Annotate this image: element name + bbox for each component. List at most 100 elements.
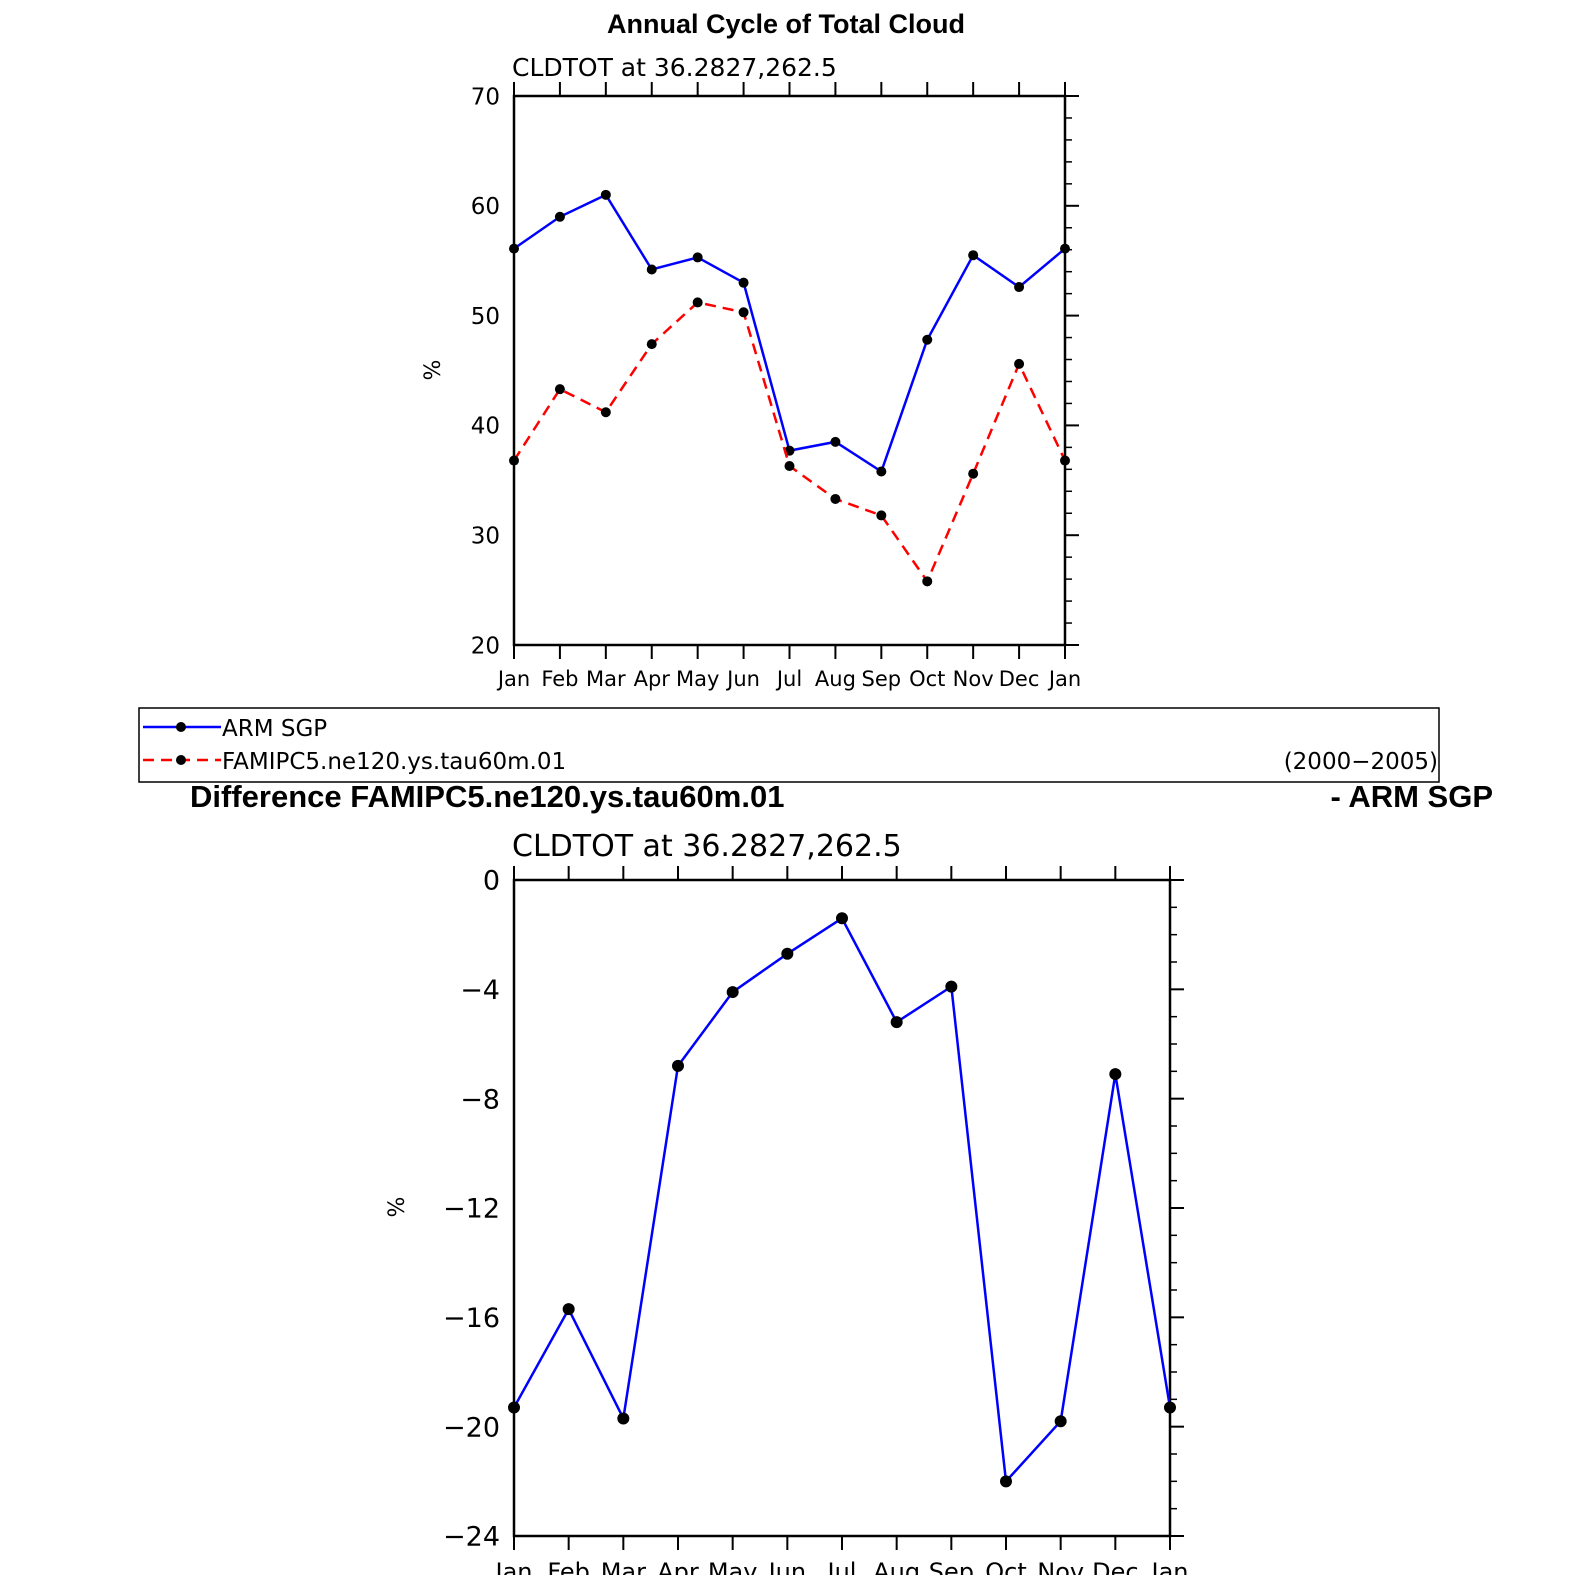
data-point-s0-9	[922, 334, 933, 345]
data-point-s0-10	[968, 250, 979, 261]
y-tick-label: −24	[443, 1522, 500, 1553]
data-point-s0-5	[781, 947, 794, 960]
data-point-s1-3	[646, 339, 657, 350]
x-tick-label: May	[676, 667, 719, 691]
data-point-s1-12	[1060, 455, 1070, 466]
x-tick-label: May	[708, 1558, 758, 1575]
x-tick-label: Sep	[929, 1558, 974, 1575]
x-tick-label: Aug	[815, 667, 856, 691]
x-tick-label: Jan	[1047, 667, 1081, 691]
data-point-s1-9	[922, 576, 933, 587]
series-line-1	[512, 301, 1067, 584]
data-point-s1-4	[692, 297, 703, 308]
series-line-0	[513, 193, 1066, 474]
x-tick-label: Feb	[541, 667, 578, 691]
data-point-s0-11	[1014, 282, 1025, 293]
data-point-s0-9	[1000, 1475, 1012, 1488]
data-point-s0-1	[562, 1303, 575, 1316]
y-tick-label: 40	[471, 414, 500, 440]
legend-marker-model	[176, 755, 186, 765]
data-point-s0-0	[508, 1401, 520, 1414]
data-point-s0-12	[1060, 243, 1070, 254]
legend: ARM SGP FAMIPC5.ne120.ys.tau60m.01 (2000…	[138, 707, 1440, 783]
main-title: Annual Cycle of Total Cloud	[607, 9, 965, 39]
data-point-s1-6	[784, 461, 795, 472]
x-tick-label: Jun	[767, 1558, 807, 1575]
x-tick-label: Apr	[657, 1558, 699, 1575]
y-tick-label: −4	[460, 975, 500, 1006]
x-tick-label: Jan	[1150, 1558, 1189, 1575]
data-point-s0-4	[726, 986, 739, 999]
data-point-s0-8	[945, 980, 958, 993]
x-tick-label: Feb	[547, 1558, 590, 1575]
chart2-ylabel: %	[385, 1197, 410, 1218]
y-tick-label: 20	[471, 633, 500, 659]
chart1-ylabel: %	[421, 360, 446, 381]
legend-label-model: FAMIPC5.ne120.ys.tau60m.01	[222, 749, 566, 775]
chart2-subtitle: CLDTOT at 36.2827,262.5	[512, 829, 902, 864]
data-point-s0-7	[830, 436, 841, 447]
data-point-s0-3	[646, 264, 657, 275]
series-line-0	[512, 916, 1172, 1485]
data-point-s1-8	[876, 510, 887, 521]
legend-frame	[138, 707, 1440, 783]
x-tick-label: Mar	[586, 667, 626, 691]
data-point-s1-0	[509, 455, 519, 466]
data-point-s0-5	[738, 277, 749, 288]
diff-title-right: - ARM SGP	[1331, 779, 1493, 814]
y-tick-label: 50	[471, 304, 500, 330]
data-point-s0-7	[890, 1016, 903, 1029]
x-tick-label: Oct	[985, 1558, 1027, 1575]
x-tick-label: Dec	[999, 667, 1040, 691]
x-tick-label: Dec	[1092, 1558, 1138, 1575]
x-tick-label: Nov	[1037, 1558, 1084, 1575]
data-point-s1-2	[600, 407, 611, 418]
y-tick-label: −8	[460, 1084, 500, 1115]
y-tick-label: 70	[471, 84, 500, 110]
data-point-s1-7	[830, 493, 841, 504]
x-tick-label: Oct	[909, 667, 945, 691]
chart1-subtitle: CLDTOT at 36.2827,262.5	[512, 53, 837, 82]
data-point-s0-8	[876, 466, 887, 477]
legend-marker-arm	[176, 722, 186, 732]
x-tick-label: Mar	[601, 1558, 646, 1575]
data-point-s0-2	[600, 189, 611, 200]
data-point-s0-3	[672, 1059, 684, 1072]
data-point-s1-5	[738, 307, 749, 318]
data-point-s0-6	[836, 912, 848, 925]
data-point-s0-0	[509, 243, 519, 254]
y-tick-label: −16	[443, 1303, 500, 1334]
y-tick-label: 30	[471, 523, 500, 549]
data-point-s1-1	[554, 384, 565, 395]
diff-title-left: Difference FAMIPC5.ne120.ys.tau60m.01	[190, 779, 784, 814]
x-tick-label: Jul	[826, 1558, 857, 1575]
data-point-s0-11	[1109, 1068, 1122, 1081]
x-tick-label: Jan	[494, 1558, 533, 1575]
chart-difference: CLDTOT at 36.2827,262.5 % −24 −20 −16 −12 −8…	[385, 829, 1189, 1575]
plot-frame	[512, 878, 1172, 1538]
data-point-s0-4	[692, 252, 703, 263]
x-tick-label: Jan	[496, 667, 530, 691]
data-point-s0-10	[1054, 1415, 1067, 1428]
plot-frame	[512, 94, 1067, 647]
data-point-s0-12	[1164, 1401, 1176, 1414]
legend-label-arm: ARM SGP	[222, 716, 327, 742]
y-tick-label: 0	[483, 866, 500, 897]
legend-period: (2000−2005)	[1284, 749, 1438, 775]
y-tick-label: −20	[443, 1412, 500, 1443]
data-point-s1-11	[1014, 358, 1025, 369]
y-tick-label: −12	[443, 1194, 500, 1225]
x-tick-label: Nov	[953, 667, 994, 691]
x-tick-label: Aug	[873, 1558, 920, 1575]
data-point-s1-10	[968, 468, 979, 479]
x-tick-label: Sep	[862, 667, 902, 691]
x-tick-label: Jul	[775, 667, 802, 691]
x-tick-label: Apr	[634, 667, 671, 691]
data-point-s0-1	[554, 211, 565, 222]
data-point-s0-6	[784, 445, 795, 456]
x-tick-label: Jun	[725, 667, 760, 691]
chart-annual-cycle: CLDTOT at 36.2827,262.5 % 20 30 40 50 60 70 Ja…	[421, 53, 1081, 691]
data-point-s0-2	[617, 1412, 630, 1425]
y-tick-label: 60	[471, 194, 500, 220]
